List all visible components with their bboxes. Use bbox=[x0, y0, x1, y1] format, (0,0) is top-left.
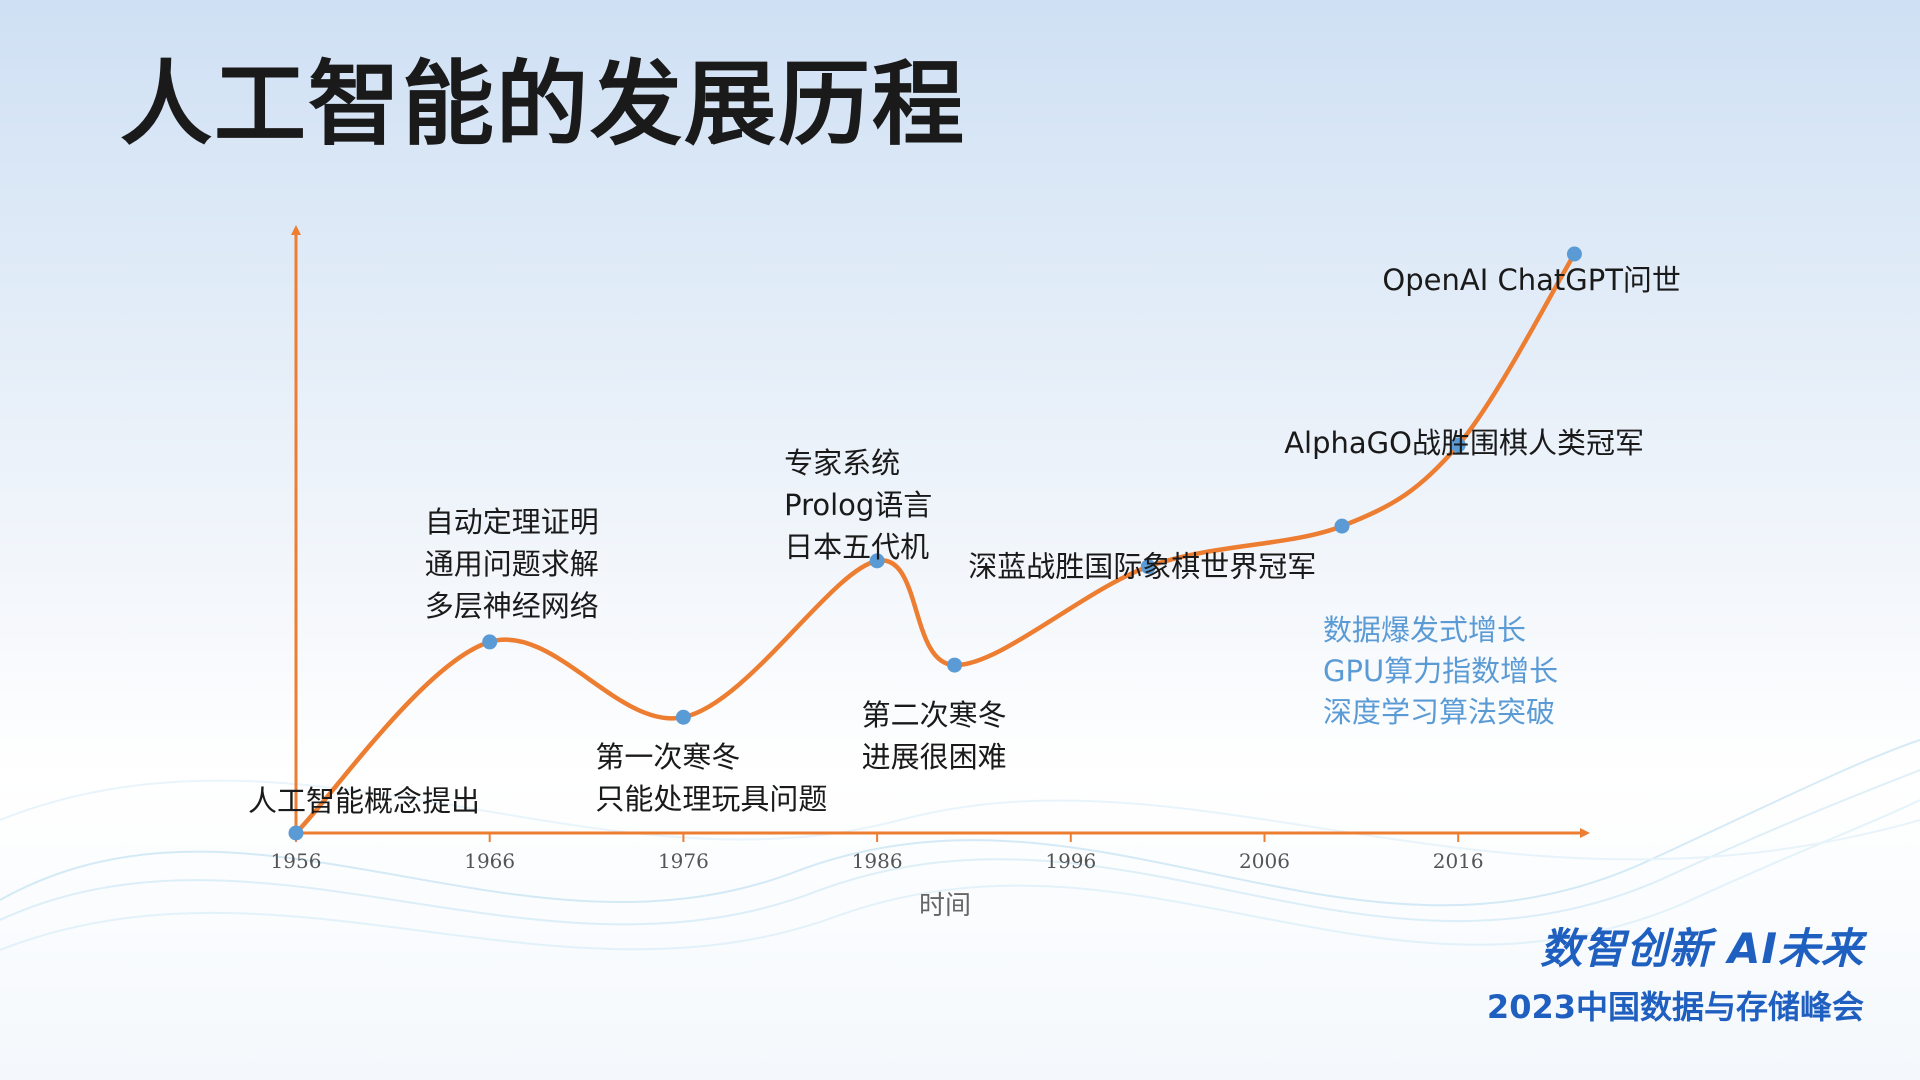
data-point bbox=[288, 825, 304, 841]
data-point bbox=[869, 553, 885, 569]
annotation-text: 第二次寒冬 bbox=[862, 698, 1007, 732]
data-points bbox=[288, 246, 1582, 841]
data-point bbox=[1334, 518, 1350, 534]
x-tick-label: 2006 bbox=[1239, 849, 1290, 873]
x-tick-labels: 1956 1966 1976 1986 1996 2006 2016 bbox=[271, 849, 1484, 873]
annotation-text: 第一次寒冬 bbox=[595, 740, 740, 774]
brand-event: 2023中国数据与存储峰会 bbox=[1486, 988, 1864, 1026]
annotation-text: AlphaGO战胜围棋人类冠军 bbox=[1284, 426, 1644, 460]
x-axis-label: 时间 bbox=[919, 891, 971, 921]
annotation-text: 多层神经网络 bbox=[425, 589, 599, 623]
annotation-text: 只能处理玩具问题 bbox=[595, 782, 827, 816]
brand-slogan: 数智创新 AI未来 bbox=[1540, 924, 1864, 973]
annotation-text: 人工智能概念提出 bbox=[248, 784, 480, 818]
wave-decoration bbox=[0, 739, 1920, 951]
series-line bbox=[294, 252, 1577, 835]
highlight-note-line: 数据爆发式增长 bbox=[1323, 613, 1526, 647]
data-point bbox=[482, 634, 498, 650]
annotation-text: 进展很困难 bbox=[862, 740, 1007, 774]
annotation-text: 自动定理证明 bbox=[425, 505, 599, 539]
event-branding: 数智创新 AI未来 2023中国数据与存储峰会 bbox=[1487, 915, 1864, 1028]
x-tick-label: 1996 bbox=[1045, 849, 1096, 873]
x-tick-label: 1966 bbox=[464, 849, 515, 873]
annotation-text: 深蓝战胜国际象棋世界冠军 bbox=[968, 550, 1316, 584]
page-title: 人工智能的发展历程 bbox=[120, 51, 967, 158]
data-point bbox=[1140, 559, 1156, 575]
annotation-text: 通用问题求解 bbox=[425, 547, 599, 581]
x-tick-label: 2016 bbox=[1433, 849, 1484, 873]
highlight-note-line: GPU算力指数增长 bbox=[1323, 654, 1558, 688]
data-point bbox=[1450, 437, 1466, 453]
annotation-text: OpenAI ChatGPT问世 bbox=[1382, 263, 1681, 297]
data-point bbox=[947, 657, 963, 673]
x-tick-label: 1986 bbox=[852, 849, 903, 873]
annotation-text: 日本五代机 bbox=[784, 530, 929, 564]
x-tick-label: 1956 bbox=[271, 849, 322, 873]
data-point bbox=[675, 709, 691, 725]
annotation-text: 专家系统 bbox=[784, 446, 900, 480]
data-point bbox=[1566, 246, 1582, 262]
annotation-text: Prolog语言 bbox=[784, 488, 932, 522]
highlight-note-line: 深度学习算法突破 bbox=[1323, 695, 1555, 729]
x-tick-label: 1976 bbox=[658, 849, 709, 873]
